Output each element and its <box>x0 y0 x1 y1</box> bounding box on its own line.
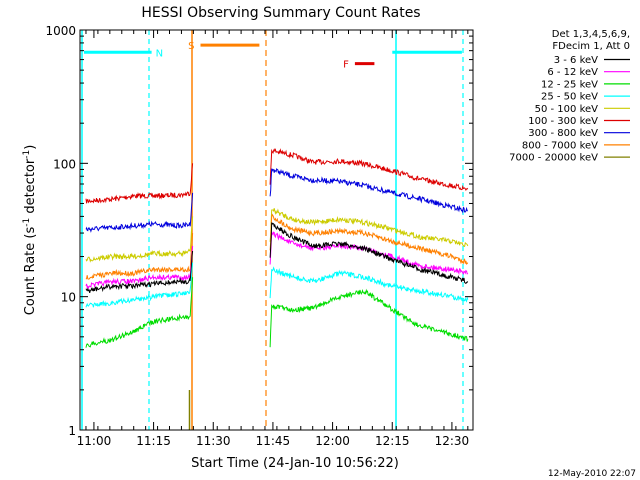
series-layer <box>85 148 469 348</box>
footer-timestamp: 12-May-2010 22:07 <box>548 469 636 479</box>
flag-label-S: S <box>188 41 194 52</box>
x-axis-label: Start Time (24-Jan-10 10:56:22) <box>191 456 399 471</box>
legend-entry-label: 12 - 25 keV <box>541 79 598 90</box>
x-tick-label: 12:00 <box>315 434 350 448</box>
y-tick-label: 1 <box>68 424 76 438</box>
legend-entry-label: 3 - 6 keV <box>554 55 598 66</box>
series-5-segment-0 <box>85 250 194 294</box>
legend-entry-label: 6 - 12 keV <box>547 67 598 78</box>
flag-band-layer: N S F <box>84 41 462 71</box>
legend: Det 1,3,4,5,6,9,FDecim 1, Att 0 3 - 6 keV… <box>509 29 630 164</box>
series-1-segment-1 <box>269 168 468 214</box>
y-axis-label: Count Rate (s-1 detector-1) <box>22 145 38 316</box>
y-tick-label: 1000 <box>45 24 76 38</box>
x-tick-label: 11:00 <box>77 434 112 448</box>
y-tick-label: 10 <box>61 291 76 305</box>
series-4-segment-0 <box>85 245 194 290</box>
series-2-segment-0 <box>85 216 194 263</box>
series-6-segment-1 <box>269 266 469 303</box>
x-tick-label: 11:45 <box>256 434 291 448</box>
series-6-segment-0 <box>85 262 194 308</box>
legend-entry-label: 800 - 7000 keV <box>522 140 598 151</box>
legend-entry-label: 7000 - 20000 keV <box>509 153 598 164</box>
plot-frame <box>79 29 474 431</box>
legend-header-line: FDecim 1, Att 0 <box>552 41 630 52</box>
legend-entry-label: 300 - 800 keV <box>528 128 598 139</box>
legend-header-line: Det 1,3,4,5,6,9, <box>552 29 630 40</box>
axis-layer: 11:00 11:15 11:30 11:45 12:00 12:15 12:30 1 10 10… <box>45 24 473 448</box>
legend-entry-label: 50 - 100 keV <box>535 104 599 115</box>
series-7-segment-1 <box>269 288 469 348</box>
x-tick-label: 11:30 <box>196 434 231 448</box>
series-3-segment-0 <box>85 233 194 280</box>
series-2-segment-1 <box>269 208 469 247</box>
series-0-segment-1 <box>269 148 469 191</box>
x-tick-label: 12:15 <box>375 434 410 448</box>
chart-title: HESSI Observing Summary Count Rates <box>141 5 420 21</box>
flag-label-N: N <box>156 48 163 59</box>
series-0-segment-0 <box>85 163 194 204</box>
flag-label-F: F <box>343 60 349 71</box>
attenuator-vertical-lines <box>81 30 464 430</box>
legend-entry-label: 25 - 50 keV <box>541 92 598 103</box>
x-tick-label: 12:30 <box>435 434 470 448</box>
x-tick-label: 11:15 <box>136 434 171 448</box>
series-3-segment-1 <box>269 213 469 265</box>
legend-entry-label: 100 - 300 keV <box>528 116 598 127</box>
series-7-segment-0 <box>85 277 194 348</box>
series-5-segment-1 <box>269 222 469 285</box>
y-tick-label: 100 <box>53 157 76 171</box>
series-1-segment-0 <box>85 192 194 233</box>
